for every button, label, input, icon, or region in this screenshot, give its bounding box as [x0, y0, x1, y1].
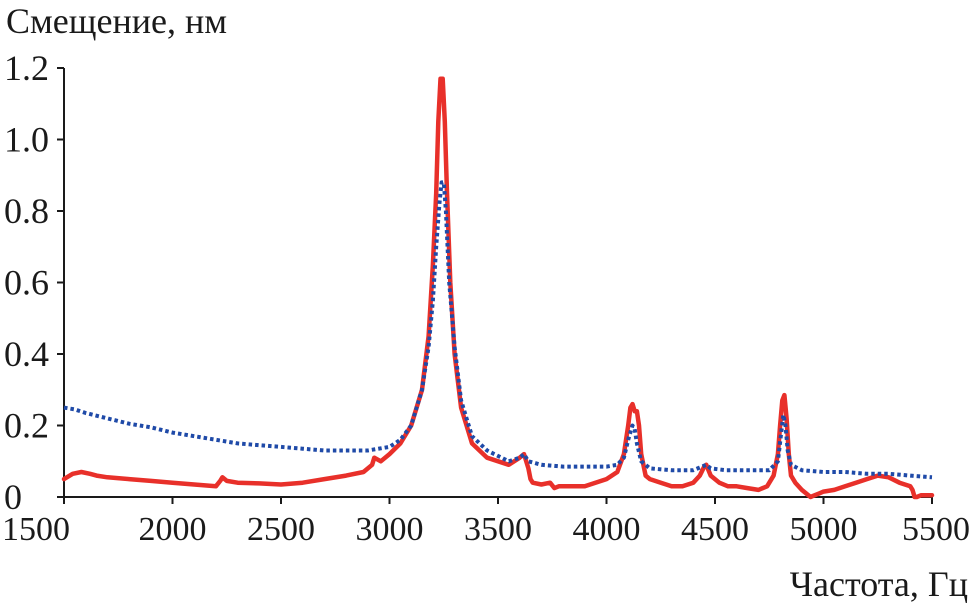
x-tick-label: 4500 [681, 511, 749, 548]
x-tick-label: 2000 [139, 511, 207, 548]
y-tick-label: 1.0 [4, 120, 49, 160]
x-tick-label: 5500 [902, 511, 970, 548]
x-tick-label: 3500 [464, 511, 532, 548]
y-tick-label: 0.2 [4, 406, 49, 446]
x-tick-label: 1500 [2, 511, 70, 548]
series-layer [61, 76, 935, 500]
x-tick-label: 2500 [247, 511, 315, 548]
y-tick-label: 0 [4, 477, 22, 517]
x-axis-label: Частота, Гц [790, 564, 968, 604]
y-tick-label: 1.2 [4, 48, 49, 88]
y-ticks: 0 0.2 0.4 0.6 0.8 1.0 1.2 [4, 48, 64, 517]
x-tick-label: 3000 [356, 511, 424, 548]
y-tick-label: 0.8 [4, 191, 49, 231]
x-ticks: 1500 2000 2500 3000 3500 4000 4500 5000 5500 [2, 497, 970, 548]
y-tick-label: 0.4 [4, 334, 49, 374]
x-tick-label: 5000 [790, 511, 858, 548]
y-tick-label: 0.6 [4, 263, 49, 303]
series-line-dotted-blue [63, 180, 933, 480]
x-tick-label: 4000 [573, 511, 641, 548]
axes [63, 68, 932, 498]
y-axis-label: Смещение, нм [6, 1, 227, 41]
series-line-solid-red [61, 76, 935, 500]
